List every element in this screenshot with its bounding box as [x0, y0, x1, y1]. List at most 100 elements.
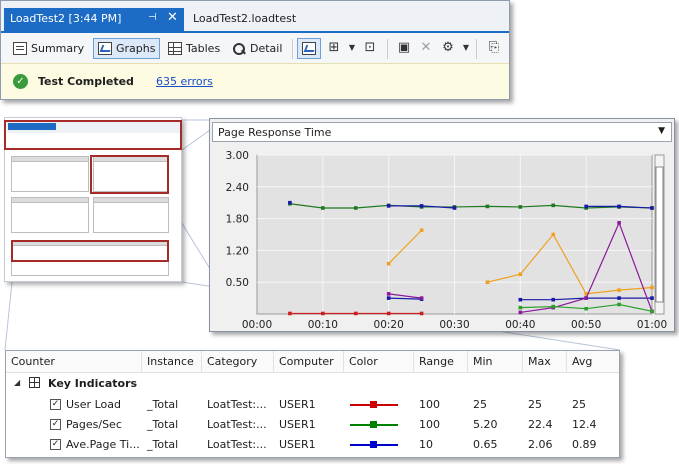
cell-max: 25: [528, 398, 542, 411]
response-time-chart: 3.00 2.40 1.80 1.20 0.50 00:00 00:10 00:20 00:30…: [226, 150, 668, 331]
counter-group-icon: [29, 377, 40, 388]
add-graph-icon[interactable]: ▣: [397, 40, 411, 55]
data-point: [518, 205, 523, 209]
color-marker: [370, 421, 377, 428]
data-point: [551, 297, 556, 302]
y-tick-label: 0.50: [226, 277, 249, 289]
export-icon[interactable]: ⎘: [488, 40, 500, 55]
color-swatch[interactable]: [350, 401, 398, 408]
tab-loadtest-results[interactable]: LoadTest2 [3:44 PM] ⊣ ✕: [4, 8, 184, 31]
column-header-category[interactable]: Category: [202, 351, 274, 373]
data-point: [551, 232, 556, 237]
data-point: [650, 206, 654, 210]
column-header-color[interactable]: Color: [344, 351, 414, 373]
table-icon: [168, 42, 182, 55]
thumbnail-panel[interactable]: [11, 240, 169, 276]
x-tick-label: 00:20: [374, 319, 404, 331]
collapse-triangle-icon[interactable]: ◢: [14, 378, 21, 387]
column-header-min[interactable]: Min: [468, 351, 523, 373]
column-header-computer[interactable]: Computer: [274, 351, 344, 373]
cell-computer: USER1: [279, 398, 316, 411]
thumbnail-panel[interactable]: [93, 197, 169, 233]
graph-icon: [98, 42, 112, 55]
document-tab-bar: LoadTest2 [3:44 PM] ⊣ ✕ LoadTest2.loadte…: [1, 1, 509, 31]
table-row[interactable]: ✓ User Load _Total LoatTest:... USER1 100 25 25…: [6, 395, 619, 415]
table-row[interactable]: ✓ Ave.Page Ti... _Total LoatTest:... USER1 10…: [6, 435, 619, 455]
cell-avg: 0.89: [572, 438, 597, 451]
cell-range: 10: [419, 438, 433, 451]
one-panel-layout-button[interactable]: [297, 38, 321, 59]
cell-computer: USER1: [279, 418, 316, 431]
plot-scrollbar-thumb: [655, 166, 664, 303]
column-header-avg[interactable]: Avg: [572, 355, 593, 368]
data-point: [584, 296, 588, 300]
cell-counter: User Load: [66, 398, 121, 411]
graph-selector-value: Page Response Time: [218, 126, 332, 139]
selected-thumbnail-outline: [90, 155, 169, 194]
graphs-label: Graphs: [116, 42, 156, 55]
data-point: [419, 228, 424, 233]
group-row-key-indicators[interactable]: ◢ Key Indicators: [6, 373, 619, 393]
counter-checkbox[interactable]: ✓: [50, 399, 61, 410]
data-point: [650, 296, 654, 300]
thumbnail-progress: [8, 123, 56, 130]
color-marker: [370, 401, 377, 408]
tables-button[interactable]: Tables: [164, 38, 224, 59]
data-point: [617, 302, 621, 307]
thumbnail-panel[interactable]: [93, 156, 169, 192]
close-tab-icon[interactable]: ✕: [167, 10, 178, 25]
x-tick-label: 00:30: [439, 319, 469, 331]
settings-dropdown-icon[interactable]: ▼: [462, 43, 470, 52]
load-test-window: LoadTest2 [3:44 PM] ⊣ ✕ LoadTest2.loadte…: [0, 0, 510, 100]
series-line: [388, 293, 422, 299]
y-tick-label: 1.80: [226, 214, 249, 226]
table-row[interactable]: ✓ Pages/Sec _Total LoatTest:... USER1 100 5.20…: [6, 415, 619, 435]
data-point: [518, 297, 523, 302]
data-point: [650, 285, 654, 290]
data-point: [321, 311, 325, 316]
color-swatch[interactable]: [350, 441, 398, 448]
data-point: [386, 296, 391, 300]
gear-icon[interactable]: ⚙: [442, 40, 454, 55]
layout-dropdown-icon[interactable]: ▼: [348, 43, 356, 52]
data-point: [321, 206, 325, 210]
data-point: [386, 311, 391, 316]
data-point: [617, 204, 621, 209]
chevron-down-icon: ▼: [658, 126, 665, 136]
graph-panel: Page Response Time ▼ 3.00 2.40 1.80 1.20 0.5…: [209, 118, 675, 332]
tables-label: Tables: [186, 42, 221, 55]
thumbnail-panel[interactable]: [11, 197, 89, 233]
delete-icon[interactable]: ✕: [420, 40, 432, 55]
show-legend-icon[interactable]: ⊡: [364, 40, 376, 55]
errors-link[interactable]: 635 errors: [156, 75, 213, 88]
counter-checkbox[interactable]: ✓: [50, 419, 61, 430]
cell-avg: 25: [572, 398, 586, 411]
column-header-counter[interactable]: Counter: [6, 351, 142, 373]
color-swatch[interactable]: [350, 421, 398, 428]
counter-checkbox[interactable]: ✓: [50, 439, 61, 450]
graphs-button[interactable]: Graphs: [93, 38, 161, 59]
column-header-max[interactable]: Max: [523, 351, 567, 373]
column-header-range[interactable]: Range: [414, 351, 468, 373]
cell-computer: USER1: [279, 438, 316, 451]
cell-category: LoatTest:...: [207, 438, 267, 451]
detail-button[interactable]: Detail: [228, 38, 286, 59]
column-header-instance[interactable]: Instance: [142, 351, 202, 373]
thumbnail-panel[interactable]: [11, 156, 89, 192]
pin-icon[interactable]: ⊣: [148, 12, 157, 23]
panel-layout-icon[interactable]: ⊞: [328, 40, 340, 55]
cell-max: 22.4: [528, 418, 553, 431]
summary-label: Summary: [31, 42, 85, 55]
cell-instance: _Total: [147, 418, 179, 431]
cell-max: 2.06: [528, 438, 553, 451]
data-point: [584, 306, 588, 311]
data-point: [518, 310, 523, 315]
graph-selector-dropdown[interactable]: Page Response Time ▼: [212, 122, 672, 142]
table-header: Counter Instance Category Computer Color…: [6, 351, 619, 373]
data-point: [288, 311, 292, 316]
cell-instance: _Total: [147, 438, 179, 451]
tab-loadtest-file[interactable]: LoadTest2.loadtest: [193, 12, 297, 25]
summary-button[interactable]: Summary: [9, 38, 88, 59]
series-line: [487, 233, 653, 295]
toolbar-separator: [387, 39, 388, 59]
